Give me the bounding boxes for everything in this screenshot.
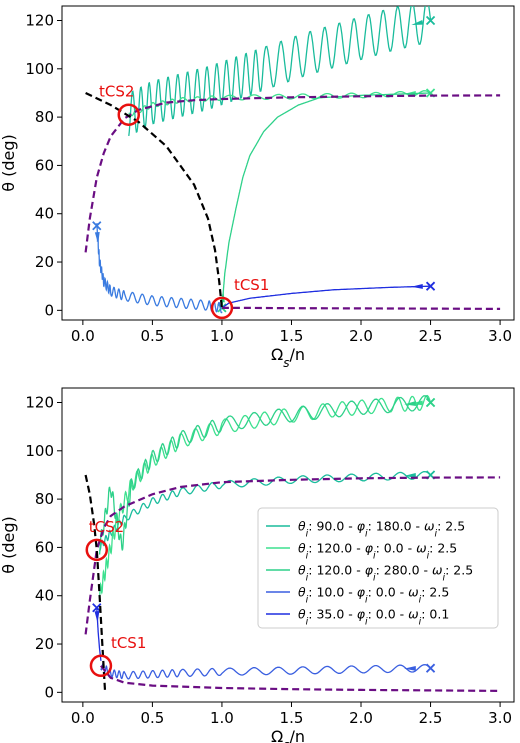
cassini-state-curve [85, 92, 223, 309]
legend-label: θi: 120.0 - φi: 0.0 - ωi: 2.5 [298, 541, 457, 562]
cassini-state-label: tCS1 [234, 276, 269, 294]
y-axis-label: θ (deg) [0, 134, 18, 192]
plot-frame [61, 387, 515, 703]
start-marker [425, 663, 436, 673]
x-tick-label: 1.0 [210, 709, 234, 727]
x-tick-label: 0.5 [140, 327, 164, 345]
cassini-state-curve [84, 476, 501, 635]
y-tick-label: 120 [25, 11, 54, 29]
direction-arrow [94, 611, 100, 623]
x-tick-label: 3.0 [488, 327, 512, 345]
bottom-chart: 0.0 0.5 1.0 1.5 2.0 2.5 3.0 0 20 40 60 80 100 120 Ωs/n… [0, 387, 515, 743]
y-tick-label: 80 [35, 490, 54, 508]
cassini-state-curve [84, 94, 501, 253]
start-marker [92, 221, 102, 231]
cassini-state-label: tCS2 [99, 83, 134, 101]
x-tick-label: 3.0 [488, 709, 512, 727]
x-axis-label: Ωs/n [271, 345, 305, 370]
x-tick-label: 1.5 [280, 709, 304, 727]
trajectory-line [128, 6, 432, 136]
cassini-state-label: tCS2 [89, 518, 124, 536]
x-tick-label: 1.5 [280, 327, 304, 345]
cassini-state-circle [117, 103, 141, 126]
y-axis-label: θ (deg) [0, 516, 18, 574]
x-tick-label: 2.5 [419, 327, 443, 345]
start-marker [425, 397, 436, 408]
x-tick-label: 1.0 [210, 327, 234, 345]
x-tick-label: 0.5 [140, 709, 164, 727]
plot-area [84, 394, 501, 693]
direction-arrow [404, 666, 416, 671]
y-tick-label: 20 [35, 253, 54, 271]
x-tick-label: 2.0 [349, 327, 373, 345]
y-tick-label: 60 [35, 156, 54, 174]
y-tick-label: 20 [35, 635, 54, 653]
direction-arrow [219, 290, 225, 303]
x-tick-label: 2.0 [349, 709, 373, 727]
legend-label: θi: 90.0 - φi: 180.0 - ωi: 2.5 [298, 519, 465, 540]
cassini-state-circle [210, 296, 234, 320]
direction-arrow [94, 232, 100, 244]
x-tick-label: 2.5 [419, 709, 443, 727]
trajectory-line [98, 395, 432, 555]
x-axis-label: Ωs/n [271, 727, 305, 743]
cassini-state-curve [84, 474, 107, 693]
legend-label: θi: 120.0 - φi: 280.0 - ωi: 2.5 [298, 563, 473, 584]
trajectory-line [100, 662, 432, 680]
x-tick-label: 0.0 [71, 709, 95, 727]
y-tick-label: 40 [35, 587, 54, 605]
trajectory-line [96, 223, 223, 314]
cassini-state-circle [85, 538, 109, 562]
y-tick-label: 0 [44, 683, 54, 701]
legend-box [257, 507, 499, 629]
direction-arrow [411, 283, 423, 289]
direction-arrow [411, 19, 424, 25]
y-tick-label: 120 [25, 393, 54, 411]
direction-arrow [404, 401, 416, 406]
y-tick-label: 80 [35, 108, 54, 126]
y-tick-label: 100 [25, 60, 54, 78]
y-tick-label: 40 [35, 205, 54, 223]
cassini-state-label: tCS1 [111, 634, 146, 652]
x-tick-label: 0.0 [71, 327, 95, 345]
cassini-state-circle [89, 654, 113, 678]
legend-label: θi: 10.0 - φi: 0.0 - ωi: 2.5 [298, 585, 449, 606]
start-marker [425, 281, 436, 291]
legend-label: θi: 35.0 - φi: 0.0 - ωi: 0.1 [298, 607, 449, 628]
y-tick-label: 0 [44, 301, 54, 319]
cassini-state-curve [100, 665, 501, 692]
cassini-state-curve [221, 306, 501, 310]
top-chart: 0.0 0.5 1.0 1.5 2.0 2.5 3.0 0 20 40 60 80 100 120 Ωs/n… [0, 5, 515, 370]
start-marker [425, 15, 436, 26]
plot-area [84, 6, 501, 314]
y-tick-label: 60 [35, 538, 54, 556]
y-tick-label: 100 [25, 442, 54, 460]
plot-frame [61, 5, 515, 321]
trajectory-line [221, 285, 431, 309]
